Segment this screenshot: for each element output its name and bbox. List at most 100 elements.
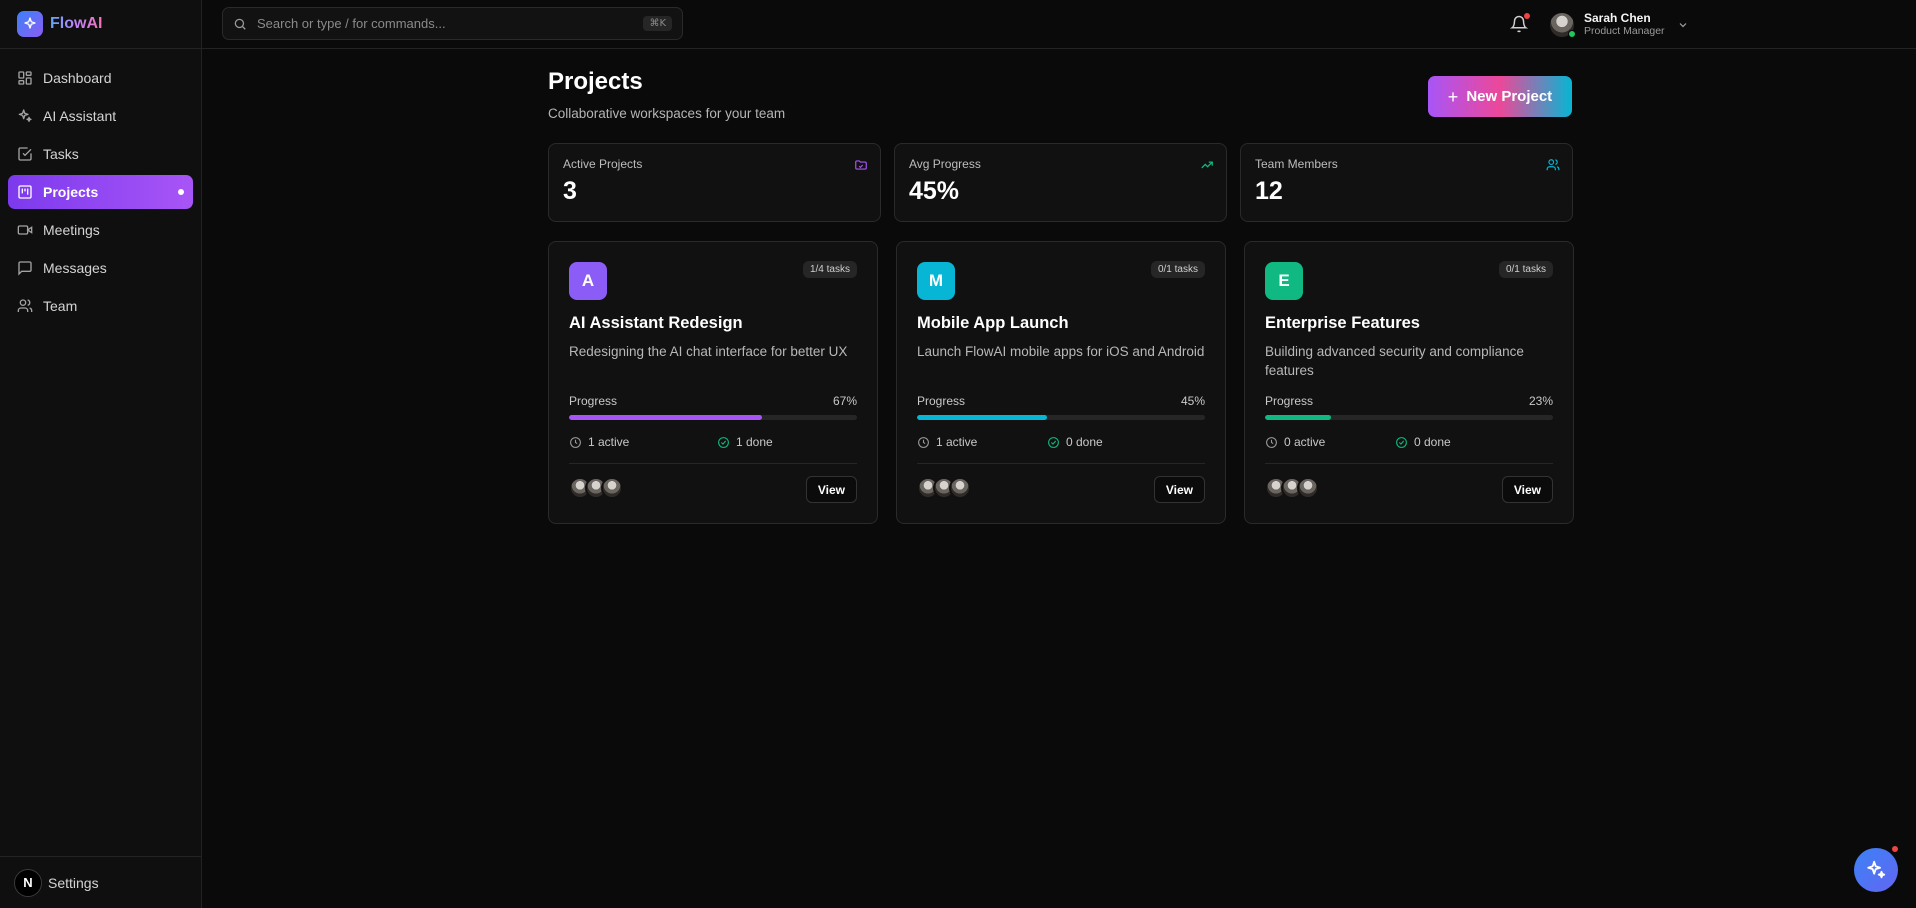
member-avatars	[569, 477, 623, 499]
active-count: 1 active	[569, 435, 629, 449]
sidebar-item-label: AI Assistant	[43, 108, 117, 124]
clock-icon	[570, 436, 581, 448]
progress-percent: 23%	[1528, 394, 1553, 408]
new-project-label: New Project	[1466, 88, 1553, 105]
active-count: 0 active	[1265, 435, 1325, 449]
progress-bar	[1265, 415, 1553, 420]
project-letter-badge: A	[569, 262, 607, 300]
stat-card-active-projects: Active Projects 3	[548, 143, 881, 222]
n-badge[interactable]: N	[14, 868, 42, 897]
divider	[1265, 463, 1553, 464]
fab-notification-dot	[1890, 844, 1900, 854]
stat-card-avg-progress: Avg Progress 45%	[894, 143, 1227, 222]
message-icon	[18, 261, 32, 276]
project-card[interactable]: A 1/4 tasks AI Assistant Redesign Redesi…	[548, 241, 878, 524]
online-status-dot	[1568, 30, 1576, 38]
avatar	[1550, 13, 1576, 38]
progress-bar	[569, 415, 857, 420]
sidebar-item-dashboard[interactable]: Dashboard	[8, 61, 193, 95]
clock-icon	[1266, 436, 1277, 448]
check-circle-icon	[1048, 436, 1059, 448]
view-button[interactable]: View	[1501, 476, 1553, 503]
video-icon	[17, 225, 33, 235]
page-subtitle: Collaborative workspaces for your team	[548, 106, 786, 121]
sidebar-item-label: Meetings	[43, 222, 100, 238]
active-indicator	[178, 189, 184, 195]
sidebar-item-label: Team	[43, 298, 78, 314]
shortcut-hint: ⌘K	[643, 16, 672, 31]
user-name: Sarah Chen	[1584, 11, 1651, 25]
sidebar-item-label: Tasks	[43, 146, 79, 162]
search-box[interactable]: ⌘K	[222, 7, 683, 40]
folder-icon	[855, 160, 867, 170]
done-count: 0 done	[1395, 435, 1451, 449]
task-count-badge: 0/1 tasks	[1498, 261, 1553, 278]
sidebar-item-team[interactable]: Team	[8, 289, 193, 323]
project-title: AI Assistant Redesign	[569, 314, 743, 332]
sidebar-nav: Dashboard AI Assistant Tasks Projects Me…	[0, 49, 201, 339]
progress-percent: 67%	[832, 394, 857, 408]
progress-bar	[917, 415, 1205, 420]
progress-fill	[569, 415, 762, 420]
sidebar-item-meetings[interactable]: Meetings	[8, 213, 193, 247]
user-menu[interactable]: Sarah Chen Product Manager	[1550, 10, 1689, 40]
notification-dot	[1524, 13, 1530, 19]
progress-fill	[917, 415, 1047, 420]
brand[interactable]: FlowAI	[0, 0, 201, 49]
done-count-label: 0 done	[1066, 435, 1103, 449]
bell-icon[interactable]	[1510, 15, 1528, 33]
member-avatars	[1265, 477, 1319, 499]
stat-value: 3	[563, 177, 577, 205]
view-button[interactable]: View	[805, 476, 857, 503]
sidebar-item-tasks[interactable]: Tasks	[8, 137, 193, 171]
search-input[interactable]	[257, 16, 644, 31]
task-count-badge: 0/1 tasks	[1150, 261, 1205, 278]
sidebar-item-label: Dashboard	[43, 70, 112, 86]
project-card[interactable]: E 0/1 tasks Enterprise Features Building…	[1244, 241, 1574, 524]
divider	[917, 463, 1205, 464]
progress-label: Progress	[917, 394, 966, 408]
avatar	[601, 477, 623, 499]
member-avatars	[917, 477, 971, 499]
check-square-icon	[18, 147, 32, 161]
project-title: Mobile App Launch	[917, 314, 1069, 332]
clock-icon	[918, 436, 929, 448]
plus-icon: +	[1447, 86, 1459, 107]
view-button[interactable]: View	[1153, 476, 1205, 503]
stat-label: Active Projects	[563, 157, 643, 171]
project-card[interactable]: M 0/1 tasks Mobile App Launch Launch Flo…	[896, 241, 1226, 524]
progress-label: Progress	[1265, 394, 1314, 408]
ai-assistant-fab[interactable]	[1854, 848, 1898, 892]
check-circle-icon	[718, 436, 729, 448]
sparkles-icon	[1867, 860, 1886, 879]
grid-icon	[18, 71, 32, 85]
page-title: Projects	[548, 68, 643, 95]
active-count: 1 active	[917, 435, 977, 449]
user-role: Product Manager	[1584, 25, 1665, 37]
new-project-button[interactable]: + New Project	[1428, 76, 1572, 117]
sparkles-icon	[18, 109, 32, 122]
project-description: Redesigning the AI chat interface for be…	[569, 344, 848, 359]
check-circle-icon	[1396, 436, 1407, 448]
project-description: Building advanced security and complianc…	[1265, 344, 1524, 378]
progress-percent: 45%	[1180, 394, 1205, 408]
sidebar-item-projects[interactable]: Projects	[8, 175, 193, 209]
brand-name: FlowAI	[50, 15, 103, 32]
active-count-label: 1 active	[588, 435, 630, 449]
done-count-label: 0 done	[1414, 435, 1451, 449]
project-letter-badge: M	[917, 262, 955, 300]
active-count-label: 0 active	[1284, 435, 1326, 449]
sidebar-item-messages[interactable]: Messages	[8, 251, 193, 285]
topbar: ⌘K	[202, 0, 1916, 49]
users-icon	[1546, 159, 1560, 171]
done-count: 0 done	[1047, 435, 1103, 449]
sidebar-item-label: Projects	[43, 184, 99, 200]
chevron-down-icon	[1679, 23, 1686, 28]
trending-up-icon	[1201, 161, 1213, 169]
sidebar-item-settings[interactable]: N Settings	[0, 856, 202, 908]
progress-label: Progress	[569, 394, 618, 408]
sparkles-icon	[17, 11, 43, 37]
sidebar-item-label: Messages	[43, 260, 107, 276]
sidebar-item-ai-assistant[interactable]: AI Assistant	[8, 99, 193, 133]
project-title: Enterprise Features	[1265, 314, 1420, 332]
